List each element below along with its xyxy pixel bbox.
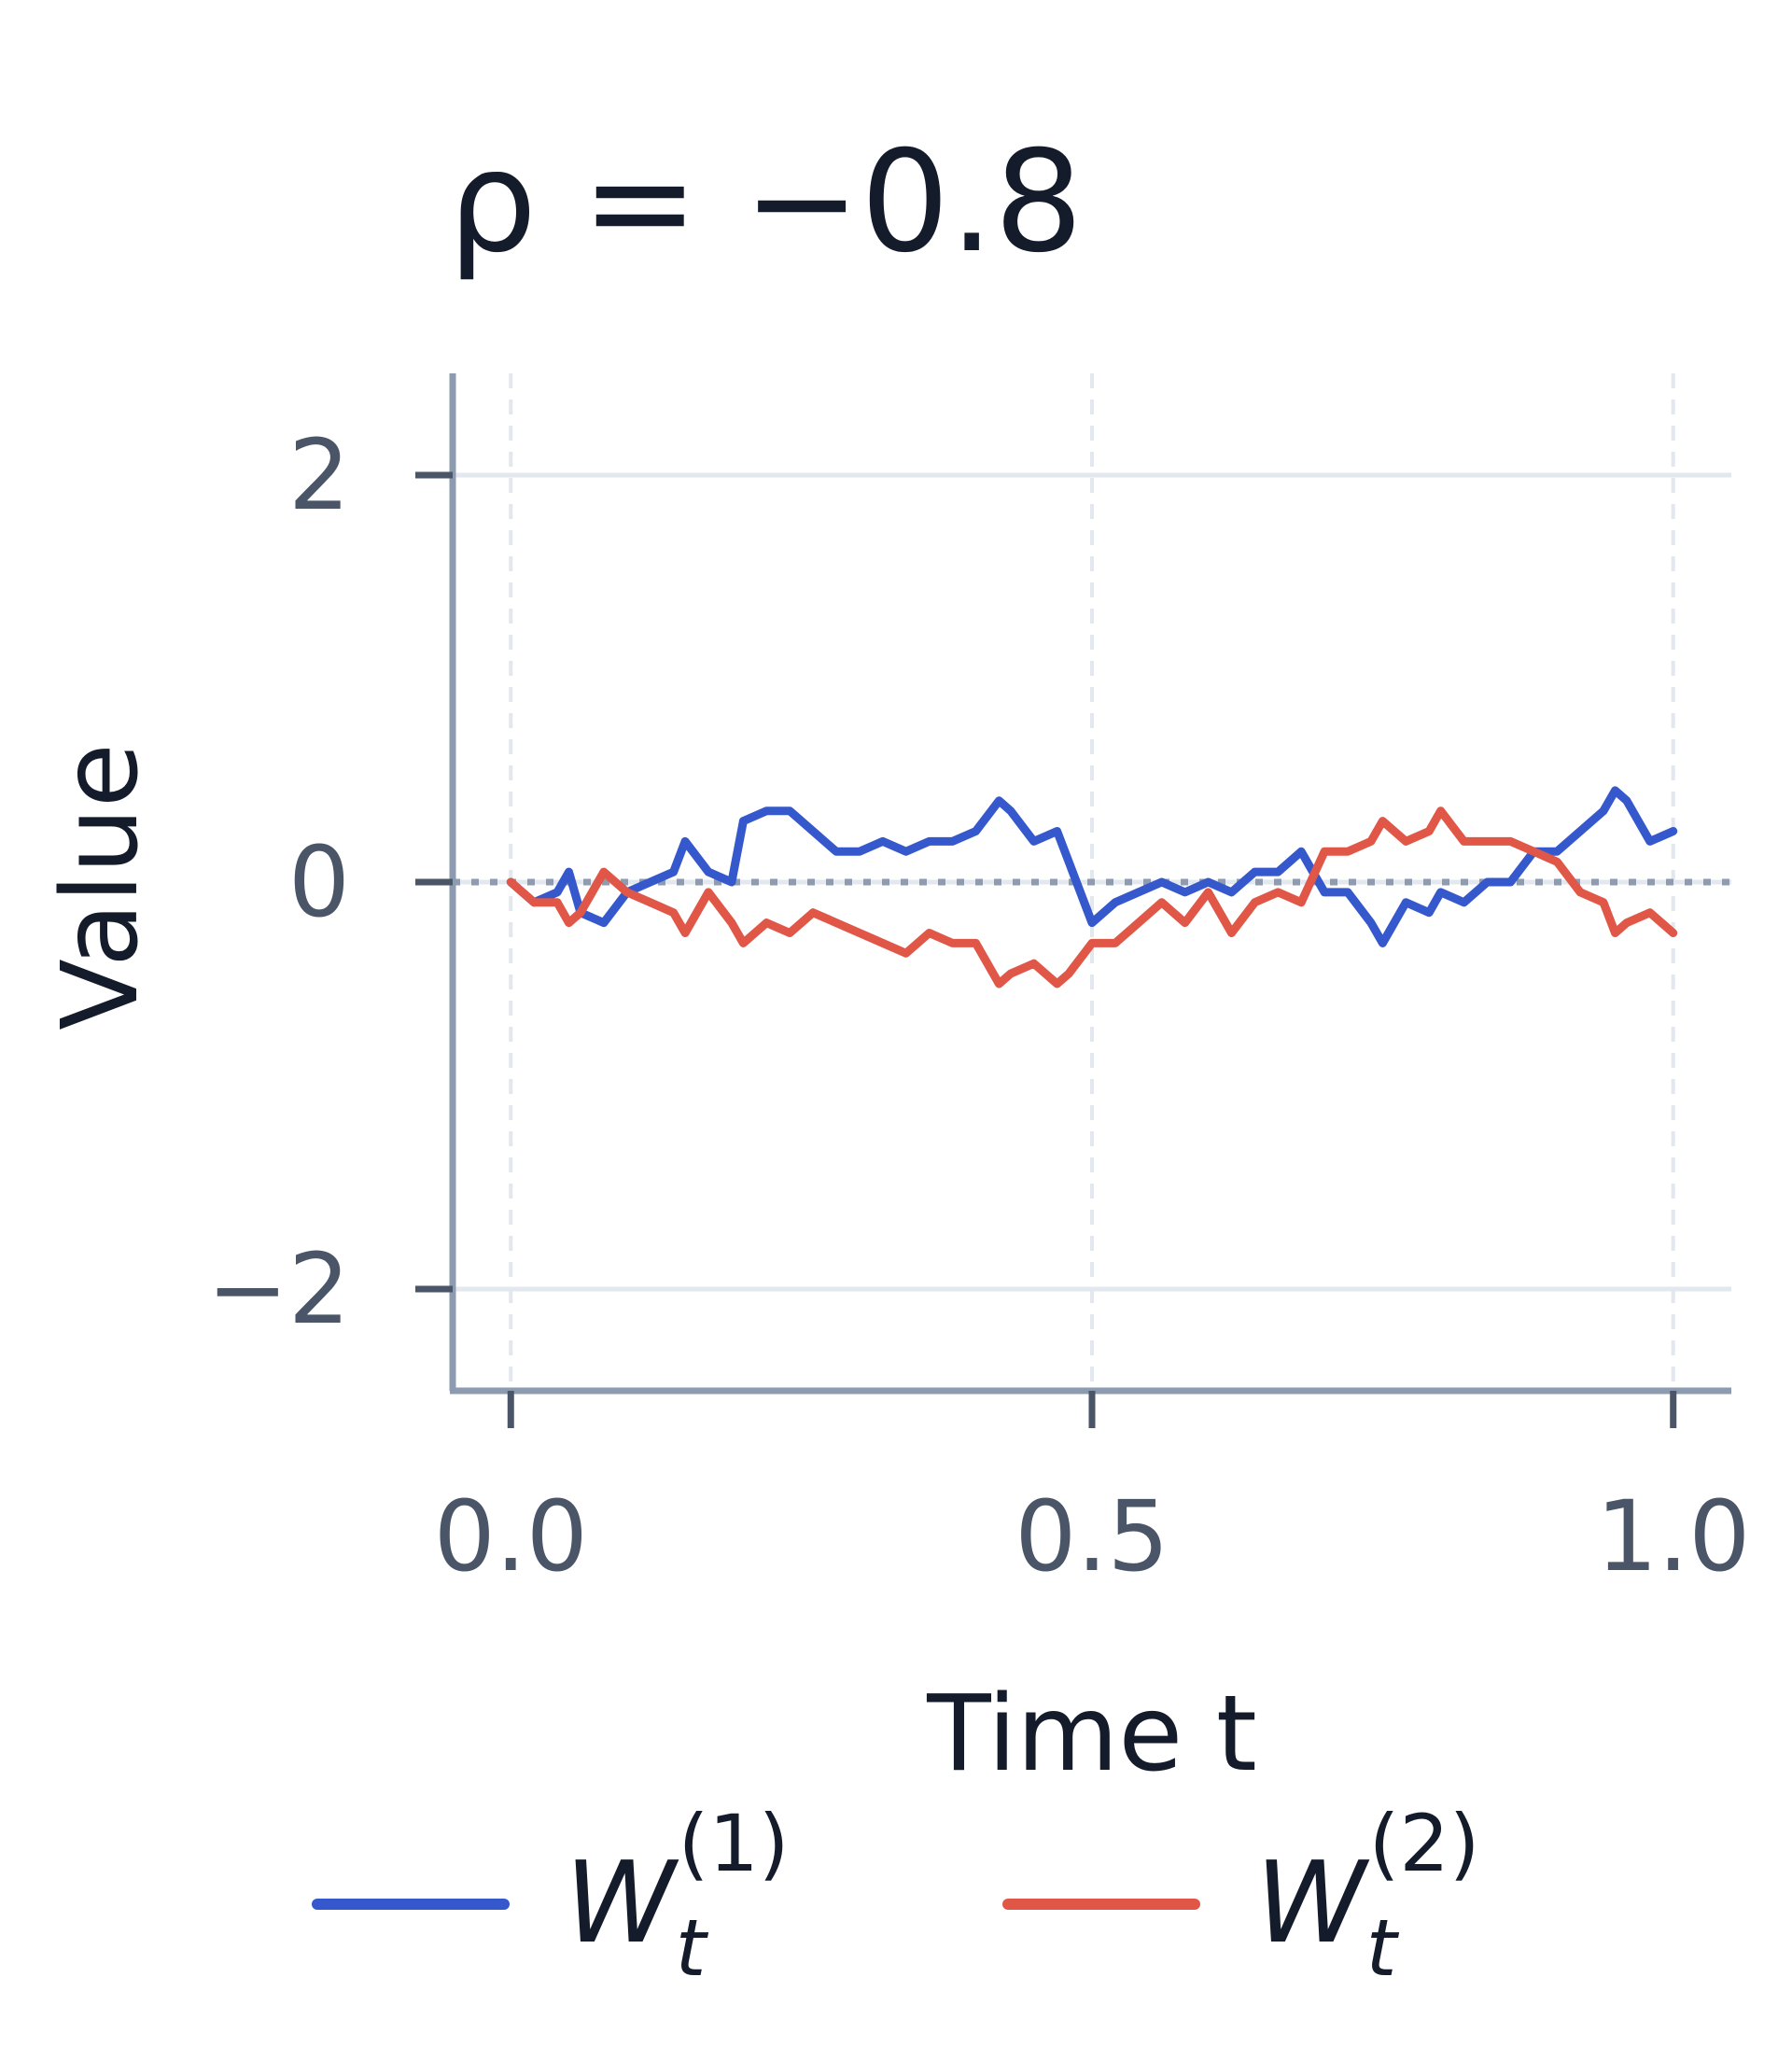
series-line-2 — [506, 806, 1678, 988]
y-tick-label: −2 — [207, 1232, 350, 1346]
x-axis-label: Time t — [926, 1674, 1257, 1795]
series-line-1 — [506, 786, 1678, 947]
y-axis-label: Value — [40, 743, 161, 1030]
x-tick-label: 1.0 — [1596, 1479, 1750, 1593]
series-lines — [506, 786, 1678, 988]
axes — [415, 373, 1731, 1428]
tick-labels: −2 0 2 0.0 0.5 1.0 — [207, 418, 1751, 1593]
chart-title: ρ = −0.8 — [448, 121, 1084, 284]
legend-label-2: Wt(2) — [1255, 1798, 1480, 1994]
y-tick-label: 0 — [288, 825, 350, 939]
y-tick-label: 2 — [288, 418, 350, 532]
legend-label-1: Wt(1) — [565, 1798, 790, 1994]
legend: Wt(1) Wt(2) — [312, 1798, 1480, 1994]
x-tick-label: 0.5 — [1015, 1479, 1169, 1593]
x-tick-label: 0.0 — [434, 1479, 588, 1593]
